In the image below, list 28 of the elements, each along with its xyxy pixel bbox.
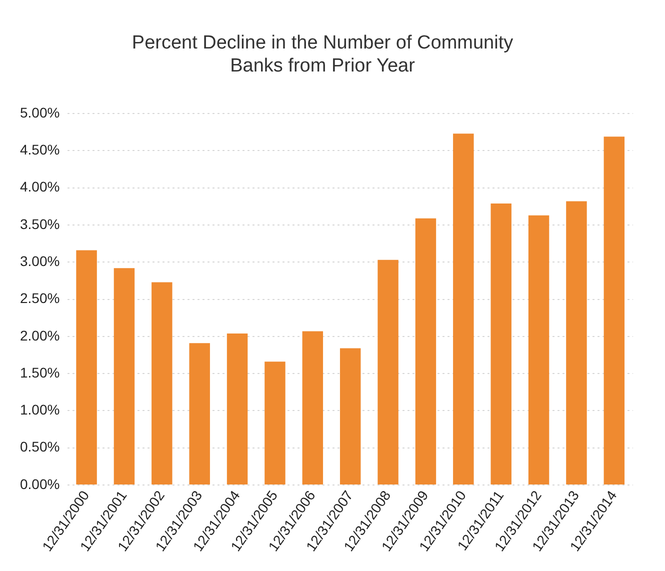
y-tick-label: 5.00% [20,104,60,120]
bar [528,215,550,484]
y-tick-label: 0.00% [20,476,60,492]
bar [453,134,474,484]
bar [604,136,625,484]
y-tick-label: 3.00% [20,253,60,270]
bar [114,268,135,484]
text: Percent Decline in the Number of Community [132,32,514,54]
bar [415,218,436,484]
bar [378,260,398,484]
bar [76,250,97,484]
bar [566,201,587,484]
y-tick-label: 4.00% [20,178,60,195]
bar [264,362,286,484]
y-tick-label: 1.00% [20,402,60,418]
bar [490,203,512,484]
bar [226,333,248,484]
y-tick-label: 3.50% [20,216,60,232]
y-tick-label: 2.50% [20,290,60,306]
y-tick-label: 4.50% [20,142,60,158]
y-tick-label: 1.50% [20,364,60,380]
bar [189,343,210,484]
text: Banks from Prior Year [230,55,415,76]
bar [152,282,172,484]
y-tick-label: 0.50% [20,438,60,455]
y-tick-label: 2.00% [20,327,60,344]
bar [302,331,324,484]
bar [340,348,361,484]
